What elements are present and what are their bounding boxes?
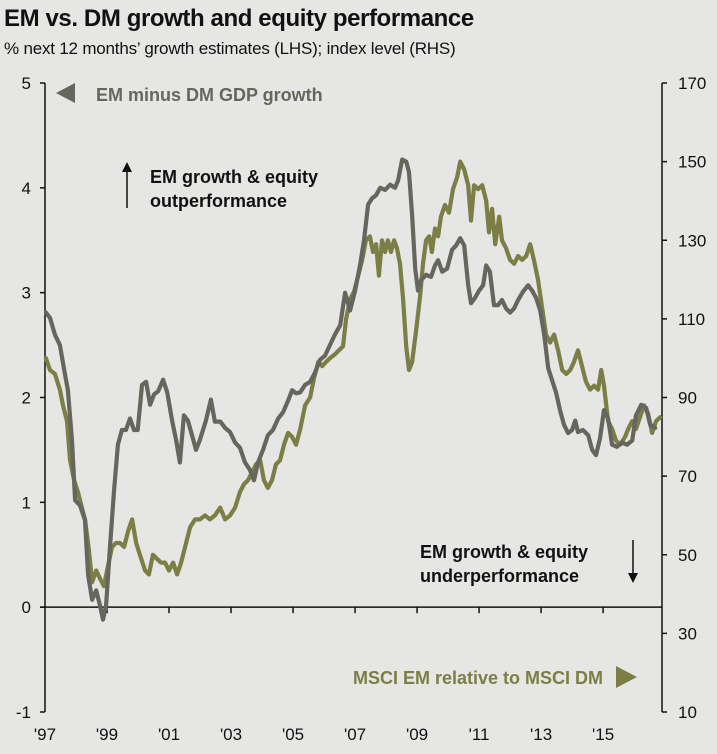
x-tick-label: '15 <box>592 725 614 744</box>
y-right-tick-label: 70 <box>678 467 697 486</box>
chart-subtitle: % next 12 months’ growth estimates (LHS)… <box>4 39 456 58</box>
legend-label-em-minus-dm: EM minus DM GDP growth <box>96 85 323 105</box>
x-tick-label: '99 <box>96 725 118 744</box>
x-tick-label: '05 <box>282 725 304 744</box>
series-layer <box>43 157 663 622</box>
arrow-down-head-icon <box>628 573 638 583</box>
annotation-underperformance: EM growth & equity underperformance <box>420 540 638 586</box>
triangle-left-icon <box>56 83 75 103</box>
legend-label-msci-relative: MSCI EM relative to MSCI DM <box>353 668 603 688</box>
y-right-tick-label: 50 <box>678 546 697 565</box>
arrow-up-head-icon <box>122 162 132 172</box>
y-left-tick-label: 4 <box>22 179 31 198</box>
y-right-tick-label: 90 <box>678 389 697 408</box>
y-left-tick-label: 1 <box>22 493 31 512</box>
annotation-down-line2: underperformance <box>420 566 579 586</box>
x-tick-label: '09 <box>406 725 428 744</box>
legend-em-minus-dm: EM minus DM GDP growth <box>56 83 323 105</box>
annotation-outperformance: EM growth & equity outperformance <box>122 162 318 211</box>
x-tick-label: '07 <box>344 725 366 744</box>
annotation-down-line1: EM growth & equity <box>420 542 588 562</box>
chart-title: EM vs. DM growth and equity performance <box>4 5 474 32</box>
y-left-tick-label: 5 <box>22 74 31 93</box>
x-tick-label: '11 <box>469 725 490 744</box>
y-left-tick-label: 0 <box>22 598 31 617</box>
x-tick-label: '01 <box>158 725 180 744</box>
y-right-tick-label: 10 <box>678 703 697 722</box>
y-right-tick-label: 150 <box>678 153 706 172</box>
y-left-tick-label: 3 <box>22 284 31 303</box>
series-line-em-minus-dm <box>43 157 658 622</box>
y-left-tick-label: -1 <box>16 703 31 722</box>
annotation-up-line2: outperformance <box>150 191 287 211</box>
y-right-tick-label: 170 <box>678 74 706 93</box>
triangle-right-icon <box>616 666 637 688</box>
annotation-up-line1: EM growth & equity <box>150 167 318 187</box>
y-right-tick-label: 110 <box>678 310 705 329</box>
x-tick-label: '03 <box>220 725 242 744</box>
x-tick-label: '97 <box>34 725 56 744</box>
legend-msci-relative: MSCI EM relative to MSCI DM <box>353 666 637 688</box>
x-tick-label: '13 <box>530 725 552 744</box>
series-line-msci-relative <box>43 159 663 589</box>
y-left-tick-label: 2 <box>22 389 31 408</box>
y-right-tick-label: 130 <box>678 231 706 250</box>
y-right-tick-label: 30 <box>678 624 697 643</box>
